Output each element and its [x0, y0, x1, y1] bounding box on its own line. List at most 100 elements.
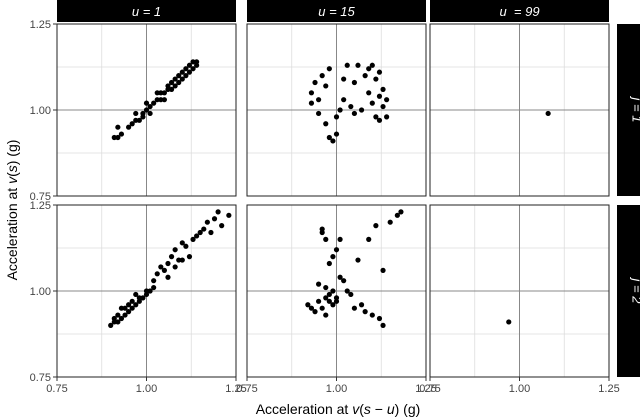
data-point [319, 305, 325, 311]
data-point [183, 66, 189, 72]
data-point [129, 305, 135, 311]
data-point [373, 76, 379, 82]
data-point [312, 309, 318, 315]
data-point [355, 62, 361, 68]
x-tick-label: 1.25 [225, 383, 246, 395]
data-point [316, 298, 322, 304]
data-point [226, 212, 232, 218]
panel-border [429, 23, 610, 197]
data-point [154, 97, 160, 103]
data-point [186, 62, 193, 68]
data-point [326, 134, 332, 141]
data-point [115, 312, 121, 318]
column-strip-label: u = 1 [132, 4, 161, 19]
data-point [323, 312, 329, 318]
data-point [341, 97, 347, 103]
data-point [140, 114, 146, 120]
data-point [186, 69, 193, 75]
data-point [183, 243, 189, 249]
data-point [323, 83, 329, 89]
data-point [330, 302, 336, 308]
data-point [545, 110, 551, 117]
row-strip [617, 205, 640, 377]
data-point [151, 284, 157, 291]
data-point [133, 291, 139, 298]
data-point [358, 107, 365, 113]
data-point [143, 291, 150, 298]
data-point [380, 267, 386, 273]
data-point [330, 288, 336, 294]
x-tick-label: 0.75 [419, 383, 440, 395]
data-point [161, 97, 167, 103]
data-point [179, 76, 185, 82]
data-point [133, 117, 139, 123]
column-strip [430, 0, 609, 22]
data-point [161, 267, 167, 273]
facet-panel [246, 23, 427, 197]
data-point [344, 288, 350, 294]
data-point [319, 73, 325, 79]
data-point [115, 124, 121, 130]
data-point [129, 298, 135, 304]
data-point [337, 107, 343, 113]
x-tick-label: 1.00 [509, 383, 530, 395]
data-point [319, 229, 325, 236]
data-point [316, 97, 322, 103]
data-point [351, 79, 357, 86]
data-point [366, 66, 372, 72]
data-point [165, 274, 171, 280]
data-point [323, 284, 329, 291]
y-tick-label: 1.00 [30, 105, 51, 117]
y-axis-title: Acceleration at v(s) (g) [4, 140, 20, 281]
row-strip-label: j = 1 [630, 96, 640, 123]
column-strip [57, 0, 236, 22]
data-point [176, 79, 182, 86]
data-point [330, 138, 336, 144]
data-point [305, 302, 311, 308]
data-point [384, 97, 390, 103]
data-point [126, 302, 132, 308]
data-point [190, 59, 196, 65]
data-point [172, 76, 178, 82]
data-point [108, 322, 114, 328]
data-point [168, 79, 175, 86]
data-point [118, 305, 125, 311]
data-point [154, 271, 160, 277]
data-point [348, 103, 354, 110]
data-point [147, 288, 153, 294]
data-point [118, 315, 125, 322]
data-point [362, 309, 368, 315]
data-point [161, 90, 167, 96]
data-point [208, 229, 214, 236]
data-point [376, 117, 383, 123]
data-point [136, 117, 142, 123]
data-point [168, 86, 175, 92]
data-point [204, 219, 210, 225]
column-strip-label: u = 15 [318, 4, 355, 19]
data-point [165, 260, 171, 267]
data-point [140, 295, 146, 301]
data-point [344, 62, 350, 68]
data-point [172, 83, 178, 89]
data-point [326, 291, 332, 298]
data-point [143, 100, 150, 106]
data-point [369, 100, 375, 106]
facet-panel [56, 204, 237, 378]
data-point [129, 121, 135, 127]
data-point [358, 302, 365, 308]
data-point [136, 298, 142, 304]
data-point [126, 309, 132, 315]
data-point [355, 257, 361, 263]
row-strip [617, 24, 640, 196]
panel-border [246, 23, 427, 197]
data-point [341, 278, 347, 284]
data-point [326, 298, 332, 304]
data-point [341, 76, 347, 82]
data-point [366, 236, 372, 242]
data-point [147, 103, 153, 110]
y-tick-label: 1.25 [30, 19, 51, 31]
data-point [376, 93, 383, 99]
y-tick-label: 0.75 [30, 372, 51, 384]
data-point [362, 73, 368, 79]
x-tick-label: 0.75 [46, 383, 67, 395]
